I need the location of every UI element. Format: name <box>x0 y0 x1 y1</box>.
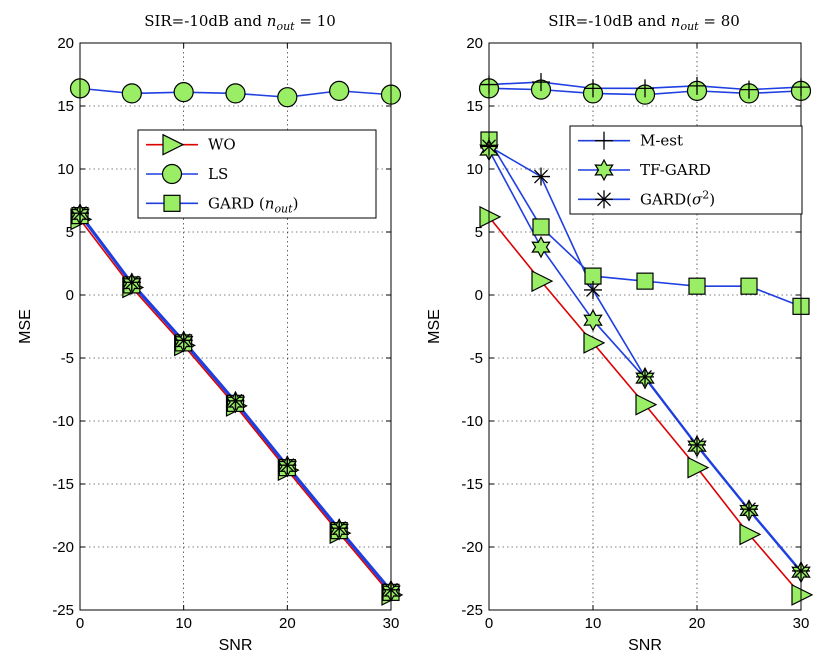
right-chart-x-tick-label: 10 <box>585 615 602 632</box>
left-point-ls <box>277 87 298 108</box>
left-legend-marker <box>163 194 181 212</box>
left-chart-y-tick-label: -20 <box>52 539 74 556</box>
right-point-gard-sigma-2 <box>532 167 550 186</box>
right-point-tf-gard <box>531 235 551 259</box>
left-legend-entry-ls: LS <box>146 163 228 185</box>
right-point-gard-n-out <box>532 218 550 236</box>
right-point-wo <box>479 205 502 228</box>
left-chart-y-tick-label: -5 <box>61 350 74 367</box>
left-point-gard-sigma-2 <box>330 519 349 538</box>
left-chart: SIR=-10dB and nout = 10 0 10 20 30 -25 -20 -1… <box>17 12 404 654</box>
right-chart-title: SIR=-10dB and nout = 80 <box>548 12 740 33</box>
right-legend-entry-m-est: M-est <box>578 131 683 150</box>
right-chart-y-tick-label: -20 <box>461 539 483 556</box>
left-chart-title: SIR=-10dB and nout = 10 <box>144 12 336 33</box>
right-chart: SIR=-10dB and nout = 80 0 10 20 30 -25 -20 -1… <box>426 12 814 654</box>
left-point-gard-sigma-2 <box>226 391 245 410</box>
right-chart-y-tick-label: -15 <box>461 476 483 493</box>
right-point-tf-gard <box>583 308 603 332</box>
right-chart-x-ticks: 0 10 20 30 <box>485 43 810 632</box>
right-point-wo <box>739 523 762 546</box>
right-point-m-est <box>532 73 550 92</box>
left-legend-marker <box>162 133 185 156</box>
right-point-wo <box>583 331 606 354</box>
right-chart-x-tick-label: 20 <box>689 615 706 632</box>
left-point-gard-sigma-2 <box>174 331 193 350</box>
left-chart-y-tick-label: -10 <box>52 413 74 430</box>
left-chart-frame <box>79 42 392 611</box>
left-legend-label: GARD (nout) <box>208 194 298 215</box>
right-legend-label: TF-GARD <box>640 161 711 179</box>
left-legend-entry-gard-n-out: GARD (nout) <box>146 194 298 215</box>
right-chart-y-ticks: -25 -20 -15 -10 -5 0 5 10 15 20 <box>461 35 801 619</box>
right-point-m-est <box>688 76 706 95</box>
right-chart-x-tick-label: 30 <box>793 615 810 632</box>
right-point-gard-n-out <box>740 277 758 295</box>
right-point-wo <box>531 270 554 293</box>
left-point-ls <box>173 82 194 103</box>
left-chart-y-tick-label: 20 <box>57 35 74 52</box>
right-chart-y-tick-label: 15 <box>466 98 483 115</box>
right-point-wo <box>687 456 710 479</box>
right-legend-label: GARD(σ2) <box>640 188 715 208</box>
right-legend-label: M-est <box>640 132 683 150</box>
right-chart-y-tick-label: -10 <box>461 413 483 430</box>
right-legend-entry-gard-sigma-2: GARD(σ2) <box>578 188 715 209</box>
right-point-m-est <box>584 79 602 98</box>
left-chart-x-tick-label: 20 <box>279 615 296 632</box>
right-point-gard-sigma-2 <box>740 500 758 519</box>
right-point-gard-sigma-2 <box>636 367 654 386</box>
right-chart-y-tick-label: -25 <box>461 602 483 619</box>
right-chart-x-label: SNR <box>628 637 662 654</box>
right-chart-y-tick-label: -5 <box>470 350 483 367</box>
left-chart-y-tick-label: -15 <box>52 476 74 493</box>
right-chart-y-tick-label: 10 <box>466 161 483 178</box>
left-point-ls <box>225 83 246 104</box>
right-legend-marker <box>594 158 614 182</box>
left-chart-y-tick-label: 15 <box>57 98 74 115</box>
right-chart-y-tick-label: 5 <box>475 224 483 241</box>
right-chart-y-tick-label: 20 <box>466 35 483 52</box>
left-point-gard-sigma-2 <box>122 273 141 292</box>
left-point-ls <box>329 80 350 101</box>
right-chart-legend: M-est TF-GARD GARD(σ2) <box>569 125 803 215</box>
right-point-gard-sigma-2 <box>584 280 602 299</box>
right-point-gard-n-out <box>636 272 654 290</box>
left-point-ls <box>121 83 142 104</box>
left-chart-legend: WO LS GARD (nout) <box>137 129 377 219</box>
left-chart-y-label: MSE <box>17 309 34 344</box>
left-chart-y-tick-label: 5 <box>66 224 74 241</box>
left-chart-x-tick-label: 30 <box>383 615 400 632</box>
left-legend-label: LS <box>208 165 228 183</box>
right-chart-y-tick-label: 0 <box>475 287 483 304</box>
left-chart-x-tick-label: 10 <box>175 615 192 632</box>
left-legend-marker <box>161 163 183 185</box>
right-legend-marker <box>595 190 613 209</box>
left-chart-y-ticks: -25 -20 -15 -10 -5 0 5 10 15 20 <box>52 35 391 619</box>
right-point-gard-sigma-2 <box>688 435 706 454</box>
left-chart-y-tick-label: 10 <box>57 161 74 178</box>
right-chart-y-label: MSE <box>426 309 443 344</box>
left-legend-entry-wo: WO <box>146 133 236 156</box>
left-point-gard-sigma-2 <box>278 456 297 475</box>
right-chart-frame <box>488 42 802 611</box>
right-legend-entry-tf-gard: TF-GARD <box>578 158 711 182</box>
left-chart-y-tick-label: -25 <box>52 602 74 619</box>
right-point-m-est <box>636 79 654 98</box>
left-legend-label: WO <box>208 136 236 154</box>
right-point-wo <box>635 393 658 416</box>
left-chart-y-tick-label: 0 <box>66 287 74 304</box>
right-legend-marker <box>595 131 613 150</box>
left-chart-x-tick-label: 0 <box>76 615 84 632</box>
left-chart-x-label: SNR <box>219 637 253 654</box>
right-point-m-est <box>740 80 758 99</box>
right-chart-x-tick-label: 0 <box>485 615 493 632</box>
right-point-gard-n-out <box>688 277 706 295</box>
right-point-wo <box>791 583 814 606</box>
